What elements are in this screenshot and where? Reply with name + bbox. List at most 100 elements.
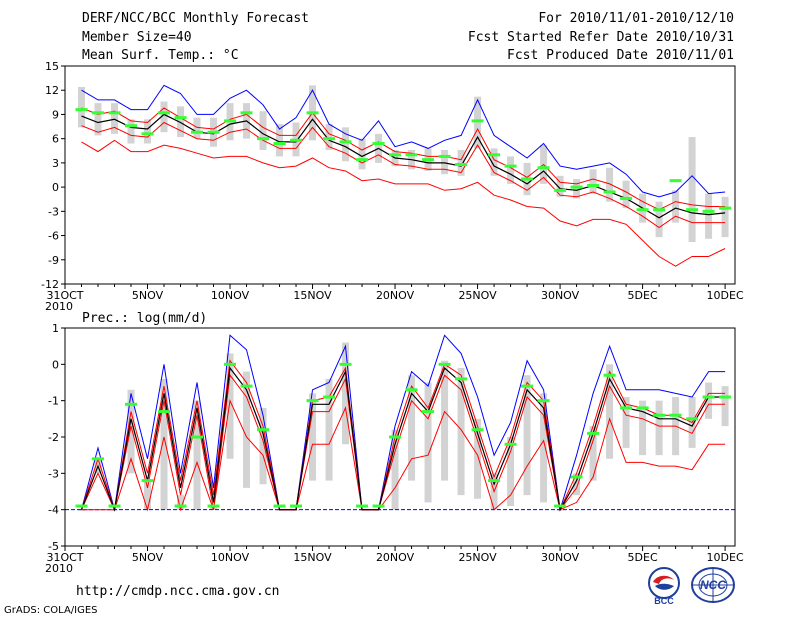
precip-spread-bar — [573, 473, 581, 496]
temp-obs-marker — [603, 190, 616, 194]
temp-spread-bar — [160, 101, 168, 133]
temp-obs-marker — [620, 196, 633, 200]
temp-obs-marker — [422, 158, 435, 162]
precip-line-upper — [81, 334, 726, 511]
temp-line-lower — [81, 139, 726, 267]
temp-spread-bar — [474, 96, 482, 149]
temp-obs-marker — [372, 142, 385, 146]
grads-credit: GrADS: COLA/IGES — [4, 605, 98, 616]
temp-obs-marker — [323, 137, 336, 141]
precip-xtick-label: 5NOV — [132, 551, 164, 564]
temp-obs-marker — [339, 140, 352, 144]
temp-spread-bar — [507, 156, 515, 184]
precip-obs-marker — [75, 504, 88, 508]
temp-obs-marker — [108, 111, 121, 115]
precip-obs-marker — [191, 435, 204, 439]
precip-ytick-label: 0 — [52, 358, 59, 371]
precip-obs-marker — [92, 457, 105, 461]
temp-spread-bar — [457, 149, 465, 176]
precip-obs-marker — [620, 406, 633, 410]
temp-obs-marker — [686, 208, 699, 212]
precip-spread-bar — [391, 429, 399, 510]
precip-obs-marker — [224, 362, 237, 366]
temp-xtick-label: 10DEC — [707, 289, 744, 302]
temp-obs-marker — [257, 137, 270, 141]
precip-obs-marker — [306, 399, 319, 403]
temp-obs-marker — [438, 154, 451, 158]
precip-xtick-label: 15NOV — [293, 551, 332, 564]
precip-obs-marker — [554, 504, 567, 508]
forecast-produced-date: Fcst Produced Date 2010/11/01 — [507, 48, 734, 63]
precip-xtick-label: 2010 — [45, 562, 73, 575]
precip-xtick-label: 31OCT — [46, 551, 83, 564]
precip-spread-bar — [424, 382, 432, 503]
precip-obs-marker — [339, 362, 352, 366]
precip-spread-bar — [606, 364, 614, 459]
temp-obs-marker — [389, 153, 402, 157]
temp-obs-marker — [554, 188, 567, 192]
temp-obs-marker — [224, 119, 237, 123]
temp-obs-marker — [240, 111, 253, 115]
precip-spread-bar — [342, 342, 350, 445]
precip-xtick-label: 10DEC — [707, 551, 744, 564]
precip-spread-bar — [589, 426, 597, 481]
forecast-start-date: Fcst Started Refer Date 2010/10/31 — [467, 30, 734, 45]
precip-line-lower — [81, 398, 726, 512]
temp-spread-bar — [688, 137, 696, 243]
precip-ytick-label: -1 — [48, 395, 59, 408]
precip-obs-marker — [570, 475, 583, 479]
temp-obs-marker — [75, 108, 88, 112]
precip-spread-bar — [177, 495, 185, 510]
precip-obs-marker — [488, 479, 501, 483]
precip-spread-bar — [705, 382, 713, 419]
temp-obs-marker — [719, 206, 732, 210]
precip-spread-bar — [309, 393, 317, 481]
precip-obs-marker — [686, 417, 699, 421]
precip-spread-bar — [160, 378, 168, 510]
precip-ytick-label: -2 — [48, 431, 59, 444]
temp-ytick-label: -12 — [41, 278, 59, 291]
precip-spread-bar — [540, 393, 548, 503]
temp-spread-bar — [573, 179, 581, 199]
temp-obs-marker — [356, 158, 369, 162]
ncc-logo: NCC — [691, 567, 735, 603]
precip-spread-bar — [226, 353, 234, 459]
precip-spread-bar — [325, 378, 333, 481]
svg-text:BCC: BCC — [654, 596, 674, 606]
precip-xtick-label: 10NOV — [211, 551, 250, 564]
temp-xtick-label: 25NOV — [458, 289, 497, 302]
temp-obs-marker — [92, 111, 105, 115]
precip-xtick-label: 25NOV — [458, 551, 497, 564]
temp-obs-marker — [273, 142, 286, 146]
precip-spread-bar — [474, 418, 482, 499]
temp-spread-bar — [276, 124, 284, 157]
precip-xtick-label: 5DEC — [628, 551, 658, 564]
temp-obs-marker — [653, 208, 666, 212]
precip-obs-marker — [356, 504, 369, 508]
temp-obs-marker — [306, 111, 319, 115]
precip-ytick-label: 1 — [52, 322, 59, 335]
temp-ytick-label: -6 — [48, 230, 59, 243]
precip-obs-marker — [471, 428, 484, 432]
precip-obs-marker — [207, 504, 220, 508]
precip-spread-bar — [639, 400, 647, 456]
precip-obs-marker — [653, 413, 666, 417]
temp-spread-bar — [259, 111, 267, 150]
temp-spread-bar — [78, 86, 86, 128]
precip-obs-marker — [372, 504, 385, 508]
temp-obs-marker — [207, 130, 220, 134]
temp-xtick-label: 2010 — [45, 300, 73, 313]
temp-spread-bar — [606, 167, 614, 202]
precip-spread-bar — [127, 389, 135, 474]
precip-obs-marker — [702, 395, 715, 399]
temp-obs-marker — [405, 153, 418, 157]
precip-spread-bar — [622, 397, 630, 448]
precip-obs-marker — [273, 504, 286, 508]
temp-obs-marker — [669, 179, 682, 183]
temp-obs-marker — [125, 124, 138, 128]
precip-spread-bar — [457, 367, 465, 496]
website-url[interactable]: http://cmdp.ncc.cma.gov.cn — [76, 584, 280, 599]
temp-obs-marker — [570, 185, 583, 189]
precip-obs-marker — [290, 504, 303, 508]
